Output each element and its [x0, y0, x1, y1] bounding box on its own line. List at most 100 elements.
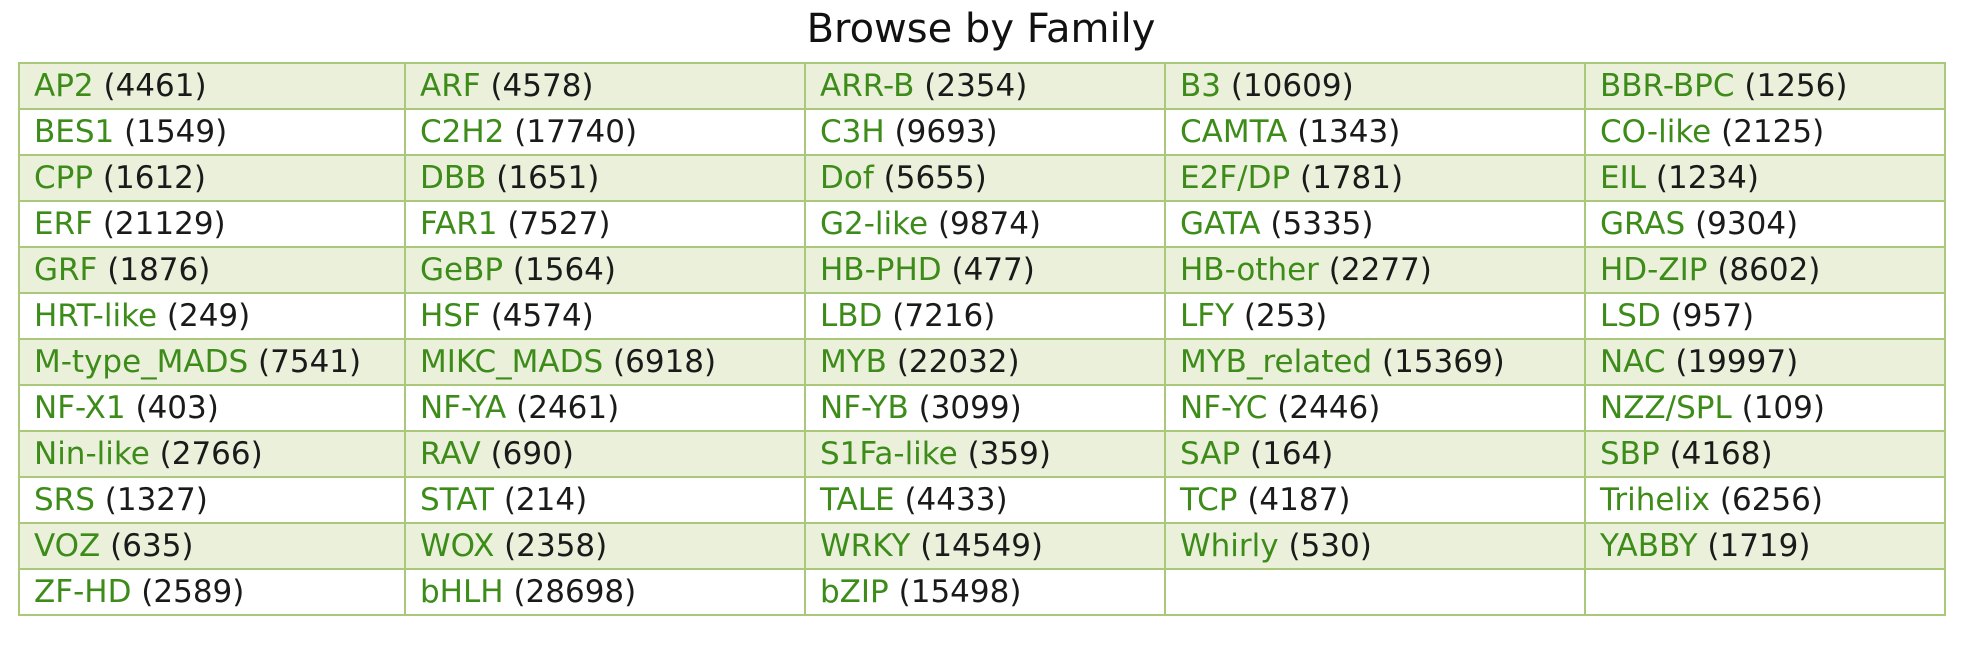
- family-link[interactable]: RAV: [420, 436, 481, 472]
- family-cell: HB-other (2277): [1164, 246, 1586, 294]
- family-link[interactable]: SRS: [34, 482, 95, 518]
- family-link[interactable]: HB-other: [1180, 252, 1319, 288]
- table-row: M-type_MADS (7541) MIKC_MADS (6918) MYB (2…: [18, 338, 1946, 386]
- family-link[interactable]: bHLH: [420, 574, 504, 610]
- family-link[interactable]: WRKY: [820, 528, 911, 564]
- family-cell: B3 (10609): [1164, 62, 1586, 110]
- family-link[interactable]: NF-YB: [820, 390, 909, 426]
- family-cell: E2F/DP (1781): [1164, 154, 1586, 202]
- family-link[interactable]: ERF: [34, 206, 93, 242]
- family-link[interactable]: S1Fa-like: [820, 436, 958, 472]
- family-count: (2125): [1721, 114, 1825, 150]
- family-link[interactable]: NF-X1: [34, 390, 126, 426]
- family-link[interactable]: BES1: [34, 114, 115, 150]
- family-link[interactable]: ARF: [420, 68, 481, 104]
- family-link[interactable]: AP2: [34, 68, 94, 104]
- family-count: (5655): [883, 160, 987, 196]
- family-link[interactable]: WOX: [420, 528, 495, 564]
- family-link[interactable]: NF-YC: [1180, 390, 1268, 426]
- family-count: (9304): [1695, 206, 1799, 242]
- family-link[interactable]: EIL: [1600, 160, 1647, 196]
- family-link[interactable]: NZZ/SPL: [1600, 390, 1732, 426]
- family-link[interactable]: STAT: [420, 482, 494, 518]
- family-cell: NZZ/SPL (109): [1584, 384, 1946, 432]
- family-cell: MYB_related (15369): [1164, 338, 1586, 386]
- family-link[interactable]: GRF: [34, 252, 98, 288]
- family-link[interactable]: HSF: [420, 298, 481, 334]
- family-count: (22032): [896, 344, 1020, 380]
- family-link[interactable]: DBB: [420, 160, 487, 196]
- family-link[interactable]: C3H: [820, 114, 885, 150]
- family-link[interactable]: CO-like: [1600, 114, 1712, 150]
- family-link[interactable]: Whirly: [1180, 528, 1279, 564]
- family-cell: LFY (253): [1164, 292, 1586, 340]
- family-count: (6918): [613, 344, 717, 380]
- family-link[interactable]: SAP: [1180, 436, 1241, 472]
- family-link[interactable]: E2F/DP: [1180, 160, 1291, 196]
- family-link[interactable]: ZF-HD: [34, 574, 132, 610]
- family-link[interactable]: GeBP: [420, 252, 504, 288]
- family-count: (164): [1250, 436, 1334, 472]
- family-count: (4168): [1669, 436, 1773, 472]
- family-link[interactable]: GATA: [1180, 206, 1261, 242]
- family-link[interactable]: LFY: [1180, 298, 1235, 334]
- family-cell: G2-like (9874): [804, 200, 1166, 248]
- family-cell: STAT (214): [404, 476, 806, 524]
- family-cell: HRT-like (249): [18, 292, 406, 340]
- family-cell: RAV (690): [404, 430, 806, 478]
- page-title: Browse by Family: [806, 6, 1156, 52]
- family-link[interactable]: VOZ: [34, 528, 101, 564]
- family-cell: CPP (1612): [18, 154, 406, 202]
- table-row: HRT-like (249) HSF (4574) LBD (7216) LFY (2…: [18, 292, 1946, 340]
- family-link[interactable]: MYB_related: [1180, 344, 1373, 380]
- family-count: (1719): [1707, 528, 1811, 564]
- family-link[interactable]: YABBY: [1600, 528, 1698, 564]
- family-link[interactable]: TCP: [1180, 482, 1238, 518]
- family-link[interactable]: B3: [1180, 68, 1221, 104]
- family-cell: M-type_MADS (7541): [18, 338, 406, 386]
- family-cell: CAMTA (1343): [1164, 108, 1586, 156]
- family-link[interactable]: TALE: [820, 482, 895, 518]
- family-link[interactable]: G2-like: [820, 206, 929, 242]
- family-count: (15498): [898, 574, 1022, 610]
- family-count: (214): [503, 482, 588, 518]
- family-link[interactable]: HB-PHD: [820, 252, 942, 288]
- family-link[interactable]: BBR-BPC: [1600, 68, 1735, 104]
- family-count: (1327): [104, 482, 208, 518]
- family-link[interactable]: HD-ZIP: [1600, 252, 1708, 288]
- family-cell: WOX (2358): [404, 522, 806, 570]
- family-link[interactable]: C2H2: [420, 114, 505, 150]
- family-link[interactable]: HRT-like: [34, 298, 158, 334]
- family-count: (109): [1741, 390, 1825, 426]
- family-link[interactable]: M-type_MADS: [34, 344, 249, 380]
- family-link[interactable]: MIKC_MADS: [420, 344, 604, 380]
- family-link[interactable]: ARR-B: [820, 68, 915, 104]
- family-cell: YABBY (1719): [1584, 522, 1946, 570]
- family-link[interactable]: FAR1: [420, 206, 498, 242]
- family-link[interactable]: NAC: [1600, 344, 1666, 380]
- family-count: (1876): [107, 252, 211, 288]
- family-link[interactable]: LBD: [820, 298, 883, 334]
- family-link[interactable]: MYB: [820, 344, 887, 380]
- family-link[interactable]: bZIP: [820, 574, 889, 610]
- family-count: (4461): [103, 68, 207, 104]
- family-count: (21129): [102, 206, 226, 242]
- family-count: (635): [110, 528, 194, 564]
- family-cell: GRAS (9304): [1584, 200, 1946, 248]
- family-link[interactable]: CPP: [34, 160, 94, 196]
- family-link[interactable]: Trihelix: [1600, 482, 1711, 518]
- family-cell: VOZ (635): [18, 522, 406, 570]
- family-link[interactable]: NF-YA: [420, 390, 507, 426]
- family-cell: Dof (5655): [804, 154, 1166, 202]
- family-cell: DBB (1651): [404, 154, 806, 202]
- family-table: AP2 (4461) ARF (4578) ARR-B (2354) B3 (1060…: [18, 62, 1946, 616]
- family-link[interactable]: SBP: [1600, 436, 1660, 472]
- family-link[interactable]: Dof: [820, 160, 874, 196]
- family-cell: ARR-B (2354): [804, 62, 1166, 110]
- family-link[interactable]: GRAS: [1600, 206, 1686, 242]
- family-link[interactable]: LSD: [1600, 298, 1661, 334]
- family-link[interactable]: Nin-like: [34, 436, 150, 472]
- family-count: (7527): [507, 206, 611, 242]
- family-link[interactable]: CAMTA: [1180, 114, 1288, 150]
- family-cell: TCP (4187): [1164, 476, 1586, 524]
